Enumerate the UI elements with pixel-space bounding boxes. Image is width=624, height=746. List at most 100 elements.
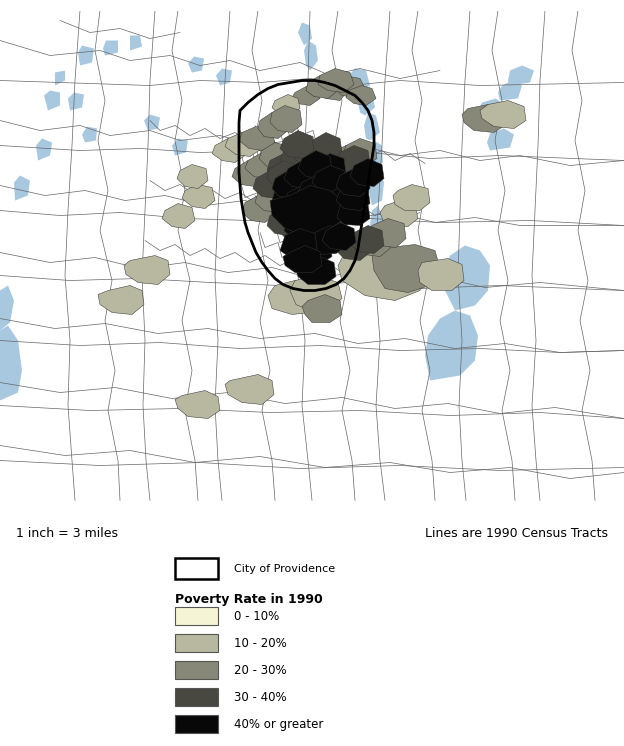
Polygon shape: [280, 228, 317, 257]
Polygon shape: [283, 133, 315, 158]
Polygon shape: [295, 183, 328, 210]
Polygon shape: [350, 225, 384, 254]
Polygon shape: [322, 155, 356, 184]
Polygon shape: [130, 36, 142, 51]
Bar: [175, 662, 218, 679]
Polygon shape: [182, 184, 215, 208]
Polygon shape: [358, 89, 375, 116]
Polygon shape: [290, 275, 342, 310]
Polygon shape: [298, 175, 332, 204]
Polygon shape: [212, 139, 245, 163]
Polygon shape: [272, 195, 304, 222]
Bar: [175, 634, 218, 652]
Polygon shape: [353, 228, 390, 257]
Polygon shape: [78, 46, 94, 66]
Polygon shape: [270, 186, 345, 236]
Polygon shape: [480, 101, 526, 128]
Polygon shape: [242, 195, 275, 222]
Polygon shape: [280, 216, 314, 242]
Polygon shape: [308, 171, 342, 198]
Polygon shape: [329, 145, 364, 174]
Polygon shape: [55, 71, 65, 86]
Polygon shape: [350, 158, 384, 186]
Polygon shape: [478, 98, 505, 121]
Polygon shape: [232, 160, 265, 186]
Text: Lines are 1990 Census Tracts: Lines are 1990 Census Tracts: [426, 527, 608, 540]
Polygon shape: [225, 133, 262, 157]
Polygon shape: [348, 69, 368, 93]
Polygon shape: [318, 69, 354, 93]
Polygon shape: [239, 127, 275, 151]
Polygon shape: [372, 245, 440, 292]
Bar: [175, 558, 218, 579]
Polygon shape: [368, 205, 388, 260]
Polygon shape: [336, 183, 370, 210]
Polygon shape: [298, 163, 332, 192]
Polygon shape: [306, 75, 338, 98]
Polygon shape: [267, 208, 300, 236]
Polygon shape: [292, 86, 320, 105]
Polygon shape: [280, 143, 314, 172]
Polygon shape: [245, 152, 279, 178]
Polygon shape: [36, 139, 52, 160]
Polygon shape: [380, 201, 418, 227]
Polygon shape: [225, 374, 274, 404]
Bar: [175, 689, 218, 706]
Polygon shape: [255, 186, 289, 213]
Polygon shape: [284, 213, 318, 240]
Polygon shape: [498, 81, 522, 101]
Polygon shape: [393, 184, 430, 210]
Polygon shape: [295, 140, 328, 169]
Polygon shape: [272, 183, 304, 210]
Polygon shape: [270, 105, 302, 133]
Polygon shape: [322, 198, 356, 225]
Polygon shape: [283, 245, 322, 272]
Polygon shape: [350, 69, 370, 93]
Polygon shape: [418, 259, 464, 290]
Polygon shape: [0, 286, 14, 330]
Polygon shape: [298, 202, 332, 231]
Polygon shape: [44, 90, 60, 110]
Polygon shape: [308, 213, 342, 240]
Polygon shape: [280, 195, 314, 222]
Text: 1 inch = 3 miles: 1 inch = 3 miles: [16, 527, 117, 540]
Text: 0 - 10%: 0 - 10%: [234, 609, 280, 623]
Polygon shape: [462, 104, 506, 133]
Bar: [175, 715, 218, 733]
Polygon shape: [162, 204, 195, 228]
Polygon shape: [124, 255, 170, 284]
Polygon shape: [272, 171, 304, 198]
Polygon shape: [312, 166, 346, 192]
Polygon shape: [338, 248, 425, 301]
Polygon shape: [364, 113, 380, 140]
Polygon shape: [284, 174, 318, 201]
Polygon shape: [425, 310, 478, 380]
Polygon shape: [315, 154, 349, 181]
Text: 20 - 30%: 20 - 30%: [234, 664, 286, 677]
Polygon shape: [267, 160, 300, 189]
Polygon shape: [258, 113, 288, 139]
Polygon shape: [98, 286, 144, 315]
Polygon shape: [442, 245, 490, 310]
Text: 10 - 20%: 10 - 20%: [234, 636, 287, 650]
Polygon shape: [370, 219, 406, 248]
Polygon shape: [285, 236, 332, 266]
Polygon shape: [14, 175, 30, 201]
Polygon shape: [188, 57, 204, 72]
Polygon shape: [308, 133, 342, 160]
Polygon shape: [316, 81, 348, 101]
Polygon shape: [103, 40, 118, 55]
Polygon shape: [487, 128, 514, 151]
Polygon shape: [302, 295, 342, 322]
Polygon shape: [82, 127, 97, 142]
Polygon shape: [322, 222, 356, 251]
Polygon shape: [175, 390, 220, 419]
Polygon shape: [304, 40, 318, 71]
Polygon shape: [336, 233, 370, 260]
Polygon shape: [342, 139, 377, 166]
Polygon shape: [508, 66, 534, 86]
Text: City of Providence: City of Providence: [234, 563, 335, 574]
Polygon shape: [68, 93, 84, 110]
Text: 30 - 40%: 30 - 40%: [234, 691, 286, 703]
Polygon shape: [312, 193, 346, 221]
